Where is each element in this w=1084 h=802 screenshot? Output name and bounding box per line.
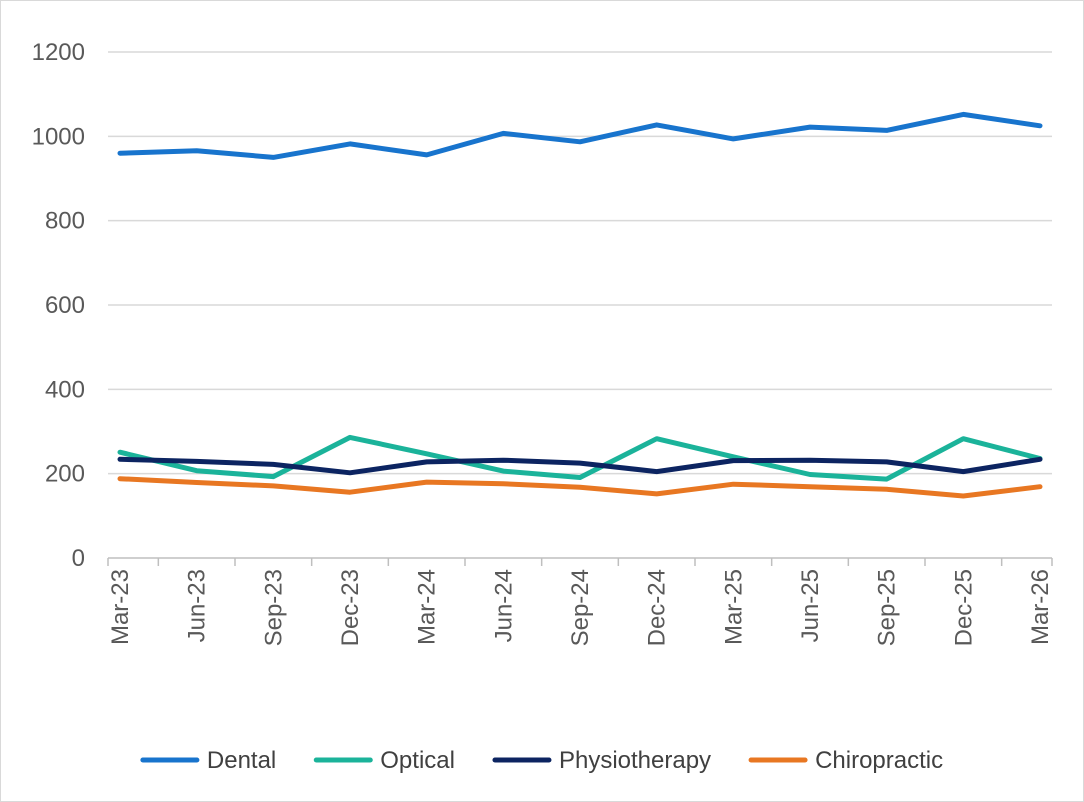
y-tick-label: 600 xyxy=(45,292,85,319)
x-tick-label: Mar-23 xyxy=(107,569,134,645)
y-tick-label: 1000 xyxy=(32,123,85,150)
y-tick-label: 400 xyxy=(45,376,85,403)
legend-item-physiotherapy: Physiotherapy xyxy=(492,747,711,774)
series-lines xyxy=(117,111,1043,499)
series-line-dental xyxy=(117,111,1043,160)
x-tick-label: Sep-24 xyxy=(567,569,594,646)
y-tick-label: 200 xyxy=(45,461,85,488)
legend: Dental Optical Physiotherapy Chiropractic xyxy=(140,747,943,774)
series-line-physiotherapy xyxy=(117,456,1043,476)
x-tick-label: Mar-24 xyxy=(414,569,441,645)
x-tick-label: Jun-25 xyxy=(797,569,824,642)
y-tick-label: 800 xyxy=(45,208,85,235)
x-tick-label: Mar-25 xyxy=(720,569,747,645)
legend-label: Optical xyxy=(380,747,455,774)
y-tick-label: 0 xyxy=(72,545,85,572)
legend-label: Physiotherapy xyxy=(559,747,711,774)
legend-item-chiropractic: Chiropractic xyxy=(748,747,943,774)
x-tick-label: Dec-23 xyxy=(337,569,364,646)
x-tick-label: Dec-24 xyxy=(644,569,671,646)
x-tick-label: Mar-26 xyxy=(1027,569,1054,645)
x-tick-label: Dec-25 xyxy=(950,569,977,646)
x-axis-tick-labels: Mar-23 Jun-23 Sep-23 Dec-23 Mar-24 Jun-24 Sep-… xyxy=(107,569,1054,646)
legend-label: Dental xyxy=(207,747,276,774)
x-tick-label: Jun-24 xyxy=(490,569,517,642)
legend-item-optical: Optical xyxy=(313,747,455,774)
y-axis-tick-labels: 0 200 400 600 800 1000 1200 xyxy=(32,39,85,572)
legend-label: Chiropractic xyxy=(815,747,943,774)
series-line-chiropractic xyxy=(117,476,1043,499)
x-tick-label: Jun-23 xyxy=(184,569,211,642)
x-tick-label: Sep-25 xyxy=(874,569,901,646)
legend-item-dental: Dental xyxy=(140,747,276,774)
gridlines xyxy=(108,51,1052,475)
y-tick-label: 1200 xyxy=(32,39,85,66)
x-axis xyxy=(107,557,1053,566)
x-tick-label: Sep-23 xyxy=(260,569,287,646)
series-line-optical xyxy=(117,434,1043,482)
